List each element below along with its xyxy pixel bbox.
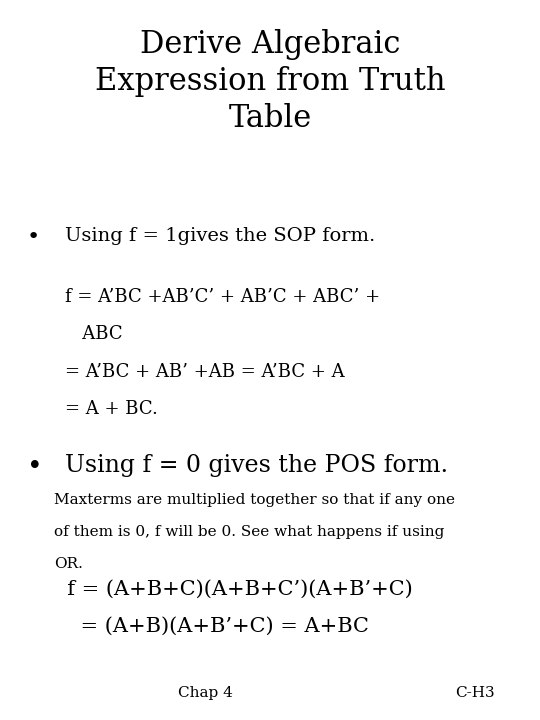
Text: Using f = 0 gives the POS form.: Using f = 0 gives the POS form. — [65, 454, 448, 477]
Text: = A’BC + AB’ +AB = A’BC + A: = A’BC + AB’ +AB = A’BC + A — [65, 363, 345, 381]
Text: = (A+B)(A+B’+C) = A+BC: = (A+B)(A+B’+C) = A+BC — [54, 617, 369, 636]
Text: Using f = 1gives the SOP form.: Using f = 1gives the SOP form. — [65, 227, 375, 245]
Text: = A + BC.: = A + BC. — [65, 400, 158, 418]
Text: •: • — [27, 454, 43, 480]
Text: f = (A+B+C)(A+B+C’)(A+B’+C): f = (A+B+C)(A+B+C’)(A+B’+C) — [54, 580, 413, 598]
Text: C-H3: C-H3 — [455, 686, 495, 700]
Text: ABC: ABC — [65, 325, 123, 343]
Text: Maxterms are multiplied together so that if any one: Maxterms are multiplied together so that… — [54, 493, 455, 507]
Text: Derive Algebraic
Expression from Truth
Table: Derive Algebraic Expression from Truth T… — [94, 29, 445, 134]
Text: of them is 0, f will be 0. See what happens if using: of them is 0, f will be 0. See what happ… — [54, 525, 444, 539]
Text: OR.: OR. — [54, 557, 83, 570]
Text: f = A’BC +AB’C’ + AB’C + ABC’ +: f = A’BC +AB’C’ + AB’C + ABC’ + — [65, 288, 380, 306]
Text: •: • — [27, 227, 40, 247]
Text: Chap 4: Chap 4 — [178, 686, 233, 700]
